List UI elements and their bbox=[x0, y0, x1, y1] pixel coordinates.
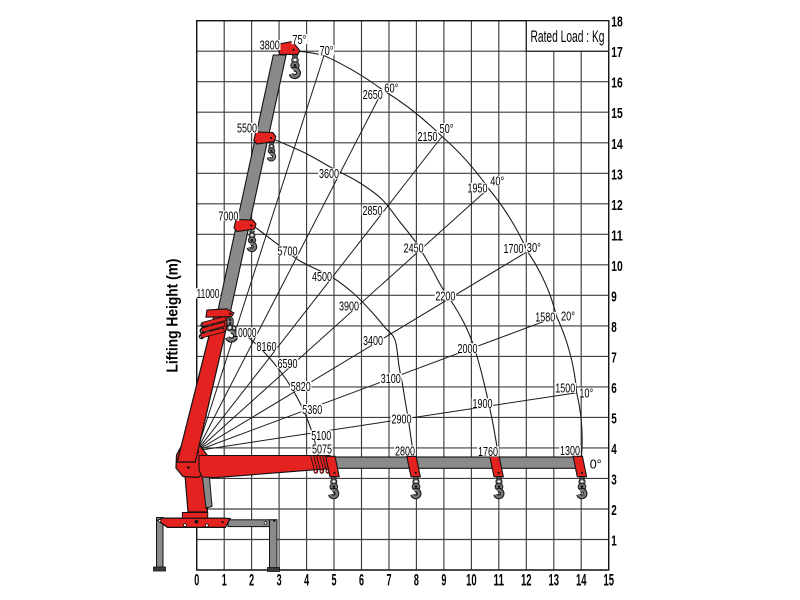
svg-text:3400: 3400 bbox=[363, 333, 383, 348]
svg-text:60°: 60° bbox=[384, 81, 398, 96]
svg-text:2000: 2000 bbox=[458, 341, 478, 356]
svg-text:7: 7 bbox=[387, 572, 392, 590]
svg-text:3: 3 bbox=[611, 471, 617, 488]
svg-text:2150: 2150 bbox=[418, 129, 438, 144]
svg-text:2: 2 bbox=[611, 502, 617, 519]
svg-text:4: 4 bbox=[304, 572, 309, 590]
svg-text:5: 5 bbox=[332, 572, 337, 590]
svg-text:9: 9 bbox=[611, 288, 617, 305]
svg-text:6: 6 bbox=[611, 380, 617, 397]
svg-text:15: 15 bbox=[611, 105, 623, 122]
svg-text:14: 14 bbox=[576, 572, 587, 590]
svg-text:10000: 10000 bbox=[234, 325, 257, 340]
svg-text:2900: 2900 bbox=[392, 412, 412, 427]
svg-text:9: 9 bbox=[441, 572, 446, 590]
svg-text:75°: 75° bbox=[292, 32, 306, 47]
svg-text:4500: 4500 bbox=[312, 269, 332, 284]
svg-text:11: 11 bbox=[611, 227, 623, 244]
svg-text:16: 16 bbox=[611, 75, 623, 92]
svg-text:17: 17 bbox=[611, 44, 623, 61]
svg-text:2650: 2650 bbox=[363, 87, 383, 102]
svg-text:6590: 6590 bbox=[278, 356, 298, 371]
svg-text:5075: 5075 bbox=[312, 442, 332, 457]
svg-text:11: 11 bbox=[494, 572, 505, 590]
svg-text:3100: 3100 bbox=[381, 371, 401, 386]
svg-text:3600: 3600 bbox=[319, 166, 339, 181]
svg-text:14: 14 bbox=[611, 136, 623, 153]
svg-text:3: 3 bbox=[277, 572, 282, 590]
svg-text:11000: 11000 bbox=[197, 286, 220, 301]
svg-text:1900: 1900 bbox=[473, 396, 493, 411]
svg-text:1700: 1700 bbox=[504, 241, 524, 256]
svg-text:7: 7 bbox=[611, 349, 617, 366]
svg-text:1: 1 bbox=[611, 533, 617, 550]
svg-text:5700: 5700 bbox=[278, 243, 298, 258]
svg-text:5: 5 bbox=[611, 410, 617, 427]
svg-text:15: 15 bbox=[603, 572, 614, 590]
svg-text:40°: 40° bbox=[490, 174, 504, 189]
svg-text:1500: 1500 bbox=[555, 381, 575, 396]
svg-text:8160: 8160 bbox=[257, 339, 277, 354]
svg-text:10: 10 bbox=[611, 258, 623, 275]
svg-text:2800: 2800 bbox=[395, 443, 415, 458]
svg-text:2: 2 bbox=[249, 572, 254, 590]
svg-text:10°: 10° bbox=[579, 385, 593, 400]
svg-text:13: 13 bbox=[549, 572, 560, 590]
svg-text:70°: 70° bbox=[320, 43, 334, 58]
svg-text:10: 10 bbox=[466, 572, 477, 590]
svg-text:3800: 3800 bbox=[260, 38, 280, 53]
svg-text:0°: 0° bbox=[590, 456, 602, 471]
svg-text:1760: 1760 bbox=[478, 444, 498, 459]
svg-text:5820: 5820 bbox=[291, 379, 311, 394]
svg-text:6: 6 bbox=[359, 572, 364, 590]
svg-text:18: 18 bbox=[611, 14, 623, 31]
svg-text:12: 12 bbox=[521, 572, 532, 590]
svg-text:5500: 5500 bbox=[237, 121, 257, 136]
svg-text:1: 1 bbox=[222, 572, 227, 590]
svg-text:0: 0 bbox=[194, 572, 199, 590]
svg-text:12: 12 bbox=[611, 197, 623, 214]
svg-text:7000: 7000 bbox=[218, 208, 238, 223]
svg-text:30°: 30° bbox=[527, 240, 541, 255]
svg-text:3900: 3900 bbox=[339, 299, 359, 314]
svg-text:1580: 1580 bbox=[535, 310, 555, 325]
svg-text:1950: 1950 bbox=[468, 181, 488, 196]
svg-text:5360: 5360 bbox=[302, 402, 322, 417]
svg-text:2450: 2450 bbox=[404, 241, 424, 256]
svg-text:Rated Load : Kg: Rated Load : Kg bbox=[531, 28, 605, 46]
svg-text:2850: 2850 bbox=[363, 203, 383, 218]
svg-text:Lifting Height (m): Lifting Height (m) bbox=[165, 259, 182, 373]
svg-text:2200: 2200 bbox=[435, 289, 455, 304]
svg-text:8: 8 bbox=[611, 319, 617, 336]
svg-text:5100: 5100 bbox=[311, 428, 331, 443]
svg-text:50°: 50° bbox=[440, 121, 454, 136]
svg-text:4: 4 bbox=[611, 441, 617, 458]
svg-text:1300: 1300 bbox=[560, 443, 580, 458]
svg-text:20°: 20° bbox=[561, 309, 575, 324]
svg-text:13: 13 bbox=[611, 166, 623, 183]
svg-text:8: 8 bbox=[414, 572, 419, 590]
